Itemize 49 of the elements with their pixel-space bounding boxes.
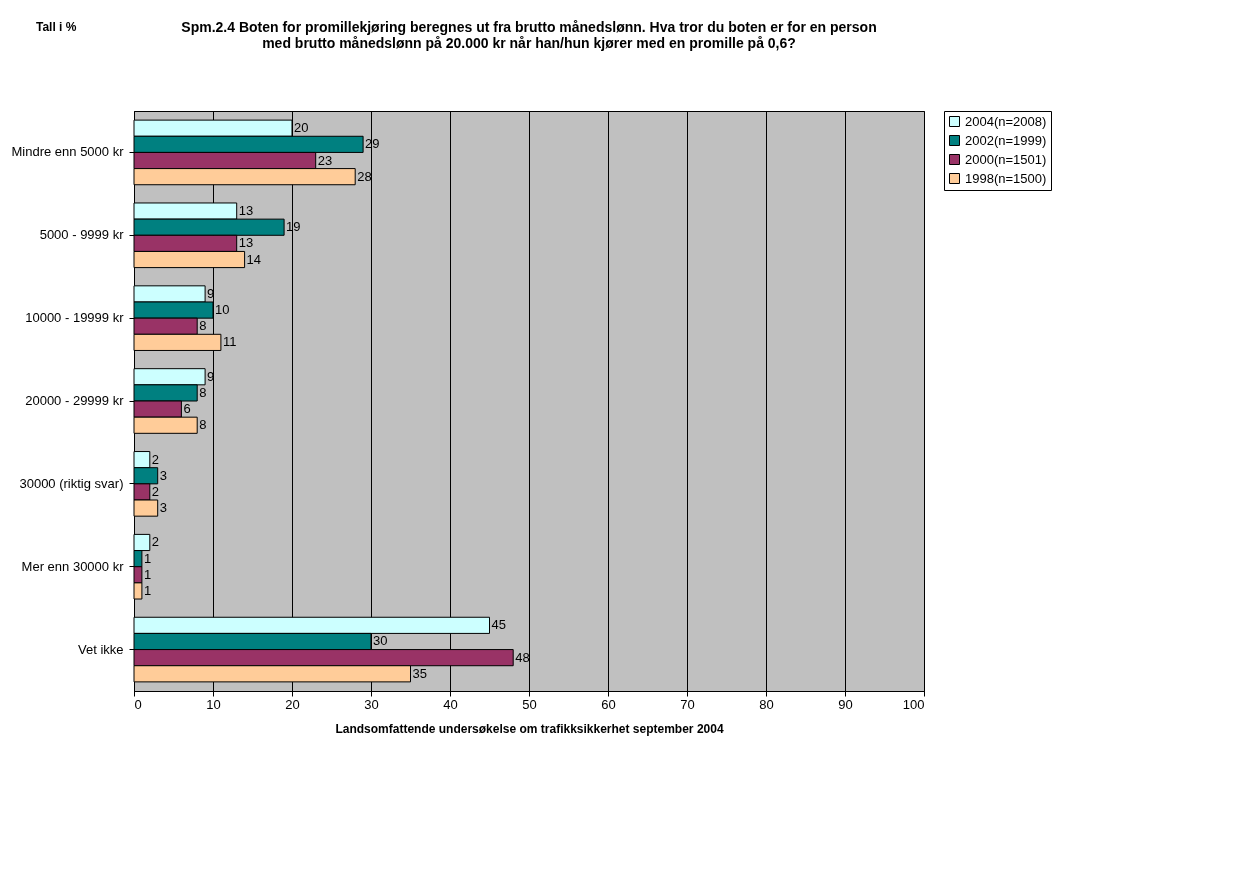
y-tick-label: 20000 - 29999 kr [25,393,125,408]
data-label: 2 [151,534,160,550]
data-label: 14 [246,251,262,267]
y-tick-label: 30000 (riktig svar) [19,475,124,491]
x-tick-label: 50 [522,696,537,712]
legend-label: 2004(n=2008) [965,113,1047,129]
data-label: 2 [151,483,160,499]
x-tick-label: 90 [838,696,853,712]
data-label: 3 [159,467,167,483]
legend-label: 2002(n=1999) [965,132,1047,148]
x-tick-label: 100 [902,696,925,712]
y-tick-label: 10000 - 19999 kr [25,310,125,326]
data-label: 8 [199,384,207,400]
data-label: 10 [215,302,230,318]
x-tick-label: 0 [134,696,142,712]
data-label: 1 [143,566,152,582]
data-label: 2 [151,451,160,467]
data-label: 1 [143,582,152,598]
y-tick-label: 5000 - 9999 kr [39,227,125,243]
x-tick-label: 70 [680,696,695,712]
x-tick-label: 10 [206,696,221,712]
data-label: 48 [515,649,530,665]
data-label: 13 [238,235,254,251]
data-label: 20 [294,120,309,136]
data-label: 8 [199,417,207,433]
data-label: 28 [357,168,372,184]
x-axis-title: Landsomfattende undersøkelse om trafikksikkerhet september 2004 [335,721,724,736]
legend-label: 1998(n=1500) [965,170,1047,186]
y-tick-label: Mer enn 30000 kr [21,558,125,574]
data-label: 23 [317,152,333,168]
y-tick-label: Mindre enn 5000 kr [11,144,125,160]
text: Tall i % [36,20,77,34]
data-label: 30 [373,633,388,649]
legend-label: 2000(n=1501) [965,151,1047,167]
data-label: 6 [183,401,191,417]
data-label: 35 [412,665,427,681]
chart-title: Spm.2.4 Boten for promillekjøring beregnes ut fra brutto månedslønn. Hva tror du boten er for en person med brutto månedslønn på 20.000 kr når han/hun kjører med en promille på 0,6? [181,18,877,51]
x-tick-label: 30 [364,696,379,712]
data-label: 8 [199,318,207,334]
x-tick-label: 40 [443,696,458,712]
data-label: 13 [238,203,254,219]
x-tick-label: 20 [285,696,300,712]
data-label: 45 [491,617,506,633]
y-tick-label: Vet ikke [77,641,124,657]
data-label: 3 [159,500,167,516]
x-tick-label: 60 [601,696,616,712]
x-tick-label: 80 [759,696,774,712]
data-label: 1 [143,550,152,566]
data-label: 11 [222,334,237,350]
